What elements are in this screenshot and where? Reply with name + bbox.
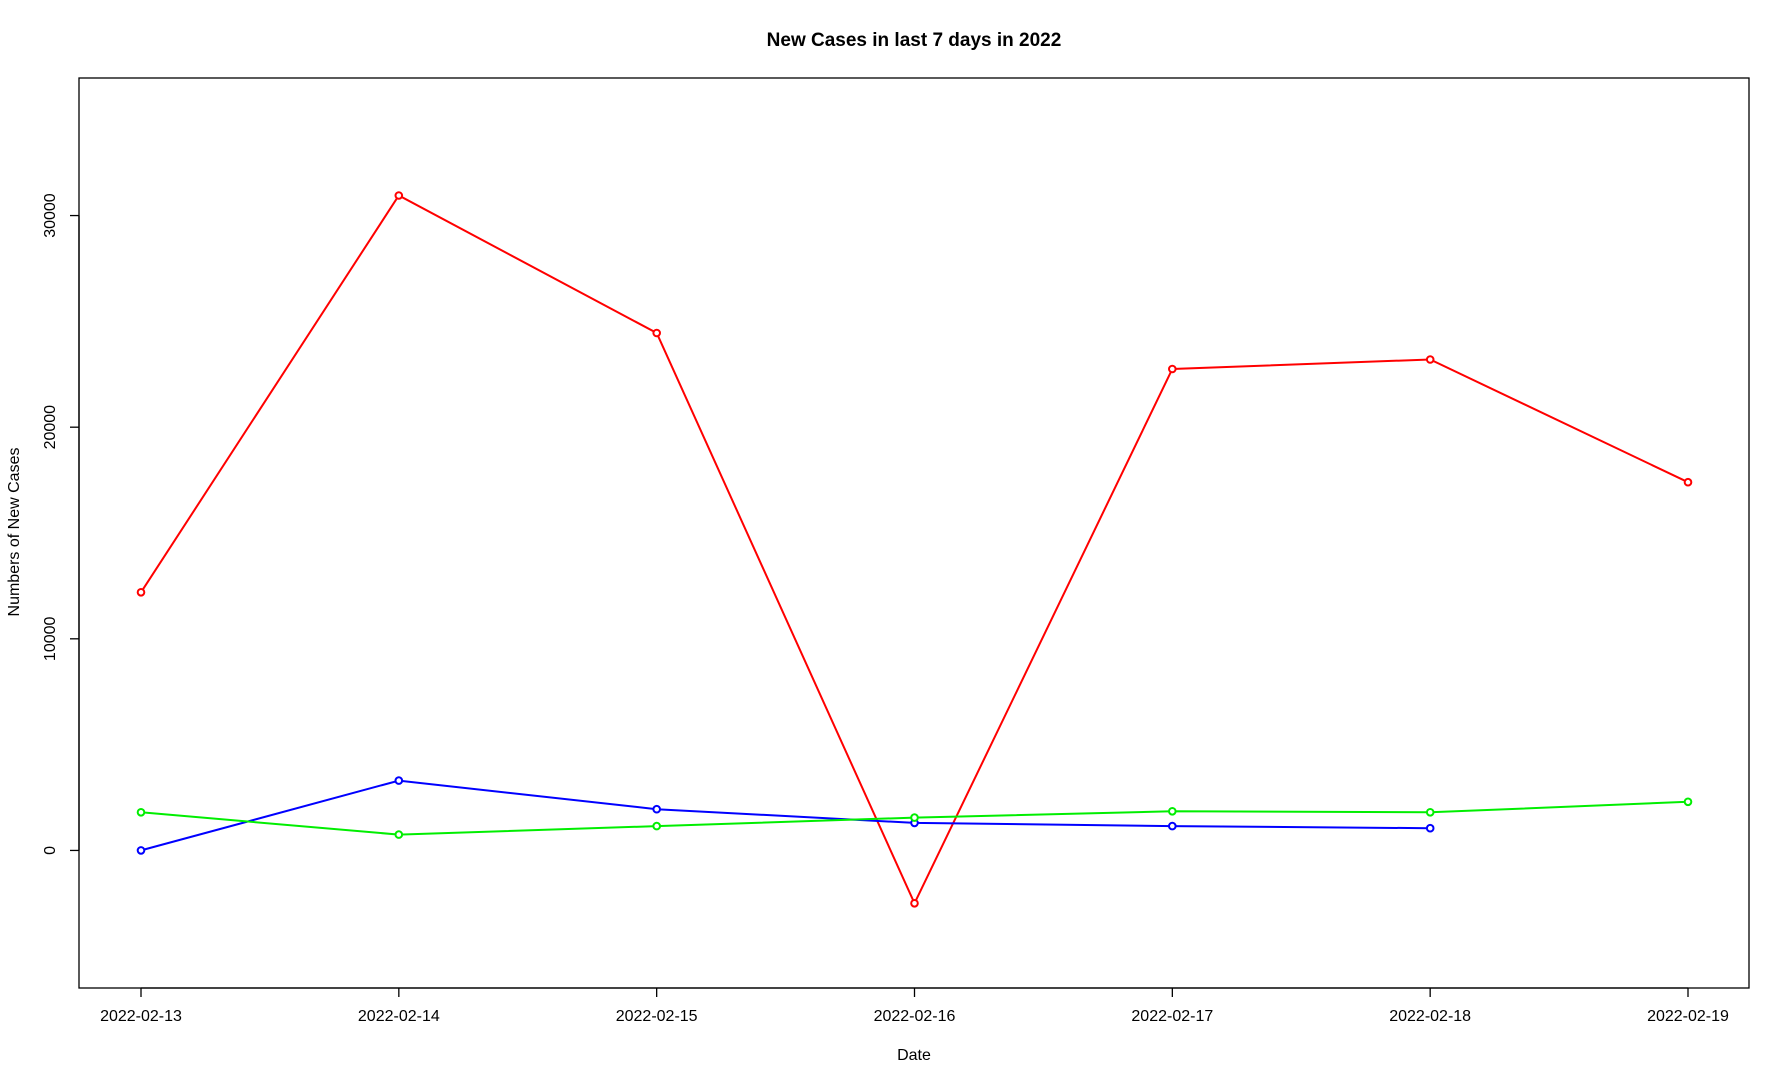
series-line [140, 194, 1689, 906]
data-point [1425, 355, 1435, 364]
y-tick-label: 10000 [42, 616, 59, 661]
data-point [394, 776, 404, 785]
data-point [910, 899, 919, 908]
data-point [1683, 477, 1693, 487]
series-layer [136, 191, 1693, 908]
y-tick-label: 0 [42, 846, 59, 855]
data-point [1683, 797, 1693, 807]
x-axis-label: Date [897, 1047, 931, 1064]
data-point [136, 808, 146, 817]
data-point [652, 821, 662, 831]
data-point [1425, 823, 1435, 833]
x-tick-label: 2022-02-15 [616, 1008, 698, 1025]
series-2 [136, 776, 1435, 855]
y-tick-label: 20000 [42, 405, 59, 450]
y-axis: 0 10000 20000 30000 [42, 193, 80, 855]
data-point [136, 588, 146, 597]
data-point [1168, 807, 1177, 816]
x-tick-label: 2022-02-13 [100, 1008, 182, 1025]
x-tick-label: 2022-02-18 [1389, 1008, 1471, 1025]
plot-frame [78, 77, 1750, 989]
data-point [394, 830, 404, 839]
chart-title: New Cases in last 7 days in 2022 [767, 30, 1062, 51]
data-point [394, 191, 404, 200]
x-tick-label: 2022-02-17 [1131, 1008, 1213, 1025]
x-tick-label: 2022-02-14 [358, 1008, 440, 1025]
x-axis: 2022-02-13 2022-02-14 2022-02-15 2022-02-16… [100, 987, 1729, 1025]
data-point [136, 846, 146, 855]
series-1 [136, 191, 1693, 908]
data-point [652, 328, 662, 338]
x-tick-label: 2022-02-19 [1647, 1008, 1729, 1025]
y-tick-label: 30000 [42, 193, 59, 238]
x-tick-label: 2022-02-16 [874, 1008, 956, 1025]
series-3 [136, 797, 1693, 839]
data-point [1425, 808, 1435, 817]
series-line [140, 779, 1431, 852]
data-point [1168, 821, 1177, 831]
data-point [1168, 364, 1177, 374]
data-point [652, 804, 662, 814]
y-axis-label: Numbers of New Cases [6, 448, 23, 617]
data-point [910, 813, 919, 822]
